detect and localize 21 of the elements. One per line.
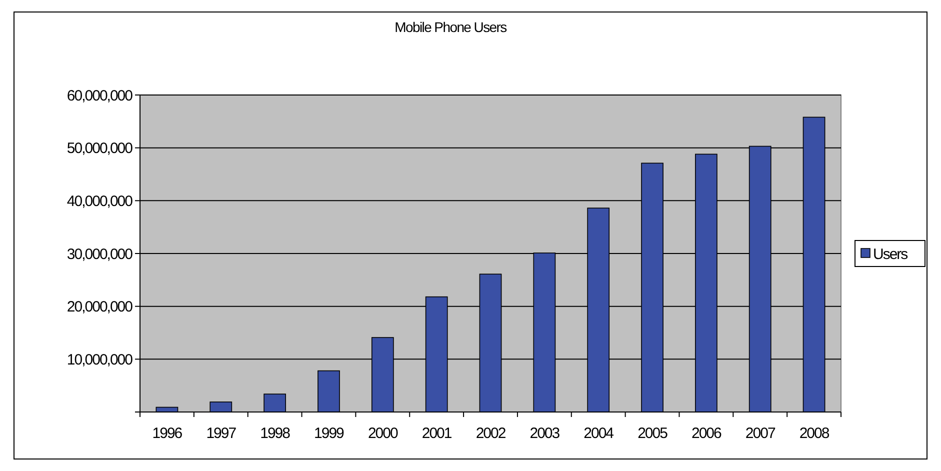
chart-title: Mobile Phone Users bbox=[394, 19, 508, 35]
x-tick-label: 2001 bbox=[422, 425, 452, 442]
x-tick-label: 2003 bbox=[530, 425, 560, 442]
y-tick-label: 50,000,000 bbox=[66, 140, 133, 158]
x-tick-label: 2004 bbox=[584, 425, 614, 442]
x-tick-label: 2008 bbox=[799, 425, 830, 442]
y-tick-label: 40,000,000 bbox=[66, 192, 133, 210]
x-tick-label: 2000 bbox=[368, 425, 398, 442]
x-tick-label: 2006 bbox=[692, 425, 722, 442]
x-tick-label: 1996 bbox=[152, 425, 182, 442]
x-tick-label: 2002 bbox=[476, 425, 506, 442]
x-tick-label: 2007 bbox=[745, 425, 776, 442]
y-tick-label: 20,000,000 bbox=[66, 298, 133, 316]
x-tick-label: 1998 bbox=[260, 425, 290, 442]
y-tick-label: 30,000,000 bbox=[66, 246, 133, 263]
x-tick-label: 2005 bbox=[638, 425, 668, 442]
y-tick-label: 10,000,000 bbox=[66, 351, 133, 368]
legend-label: Users bbox=[873, 246, 908, 263]
y-tick-label: 60,000,000 bbox=[66, 87, 133, 104]
x-tick-label: 1999 bbox=[314, 425, 344, 442]
x-tick-label: 1997 bbox=[206, 425, 236, 442]
